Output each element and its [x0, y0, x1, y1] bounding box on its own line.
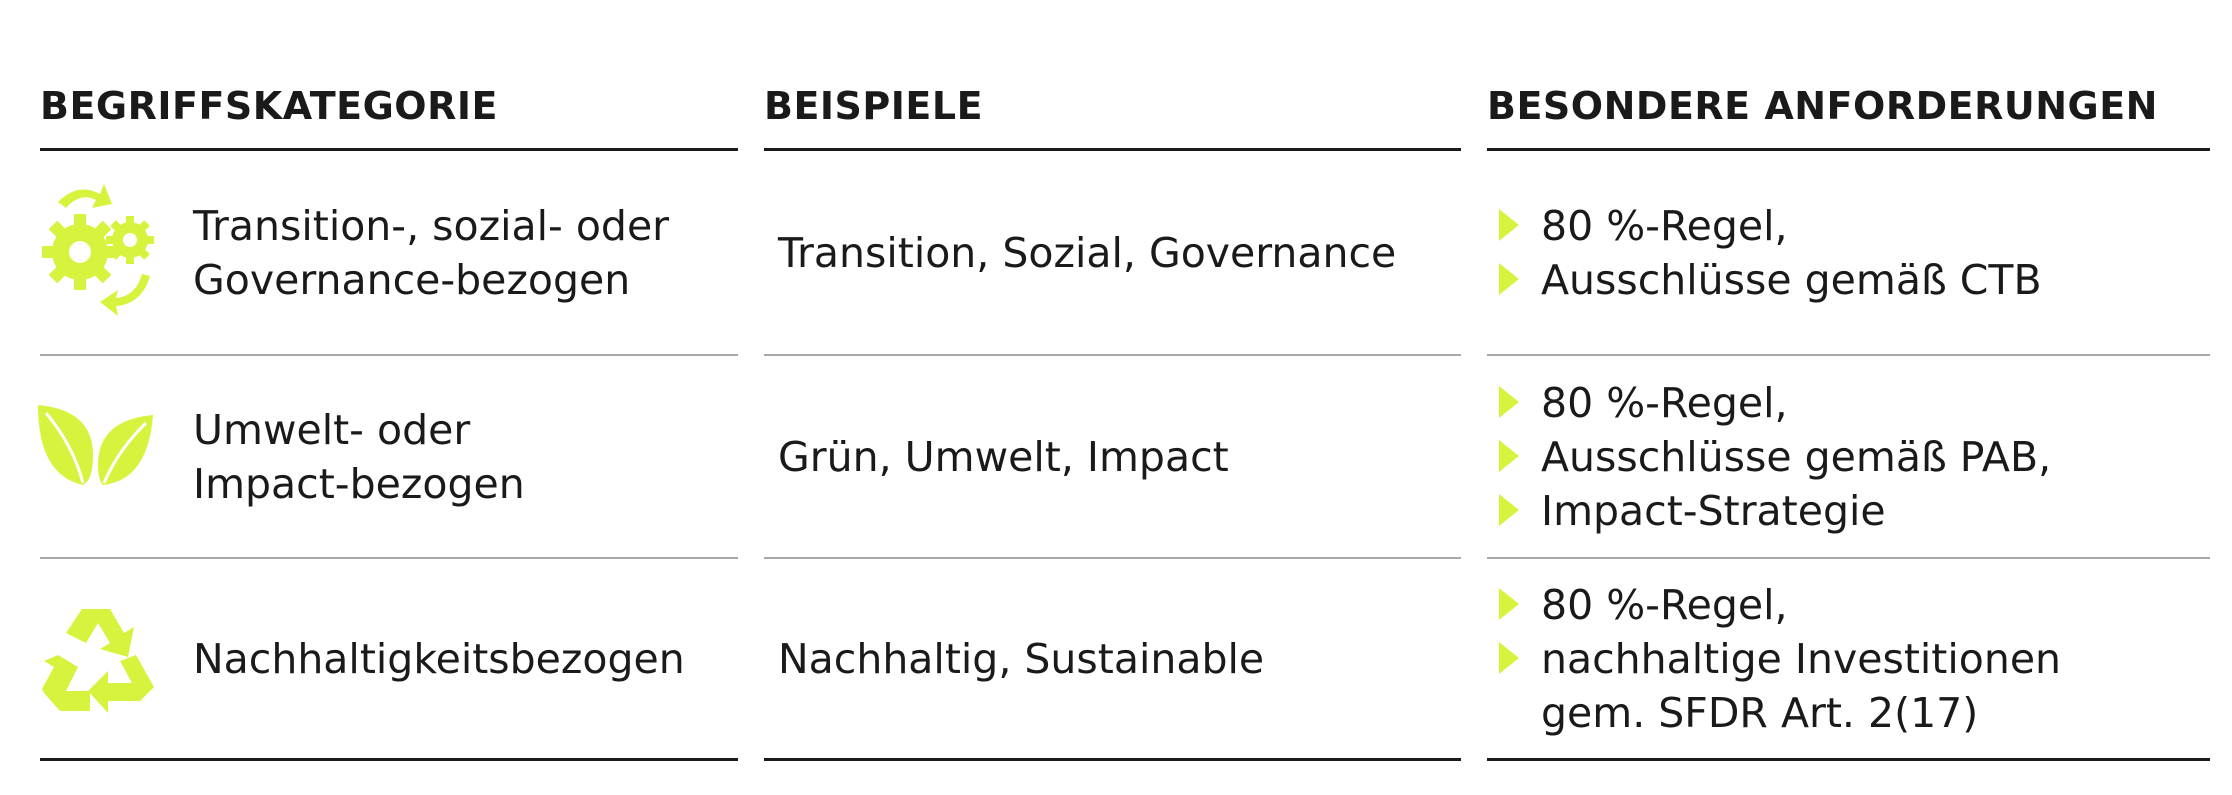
- requirement-item: Impact-Strategie: [1487, 484, 2210, 538]
- examples-text: Grün, Umwelt, Impact: [778, 432, 1229, 481]
- bullet-arrow: [1499, 493, 1519, 526]
- bullet-arrow: [1499, 587, 1519, 620]
- category-cell: Umwelt- oder Impact-bezogen: [193, 359, 738, 554]
- gears-icon: [42, 184, 154, 316]
- row-separator: [40, 354, 738, 356]
- category-line: Umwelt- oder: [193, 405, 471, 454]
- column-header: BESONDERE ANFORDERUNGEN: [1487, 84, 2158, 128]
- requirement-item: 80 %-Regel,: [1487, 376, 2210, 430]
- requirement-line: 80 %-Regel,: [1541, 580, 1788, 629]
- requirement-item: nachhaltige Investitionen gem. SFDR Art. …: [1487, 632, 2210, 740]
- category-line: Nachhaltigkeitsbezogen: [193, 634, 685, 683]
- bottom-rule: [1487, 758, 2210, 761]
- requirement-line: Ausschlüsse gemäß CTB: [1541, 255, 2042, 304]
- row-separator: [764, 354, 1461, 356]
- row-separator: [1487, 354, 2210, 356]
- column-header: BEISPIELE: [764, 84, 984, 128]
- category-cell: Nachhaltigkeitsbezogen: [193, 562, 738, 755]
- category-line: Transition-, sozial- oder: [193, 201, 670, 250]
- requirement-item: 80 %-Regel,: [1487, 578, 2210, 632]
- requirement-item: 80 %-Regel,: [1487, 199, 2210, 253]
- examples-cell: Grün, Umwelt, Impact: [778, 359, 1461, 554]
- examples-cell: Transition, Sozial, Governance: [778, 154, 1461, 351]
- requirement-line: nachhaltige Investitionen: [1541, 634, 2062, 683]
- requirements-cell: 80 %-Regel, Ausschlüsse gemäß CTB: [1487, 154, 2210, 351]
- category-line: Impact-bezogen: [193, 459, 525, 508]
- bullet-arrow: [1499, 208, 1519, 241]
- examples-text: Nachhaltig, Sustainable: [778, 634, 1265, 683]
- recycle-icon: [42, 609, 154, 713]
- examples-text: Transition, Sozial, Governance: [778, 228, 1397, 277]
- bullet-arrow: [1499, 439, 1519, 472]
- leaves-icon: [38, 405, 153, 485]
- bottom-rule: [40, 758, 738, 761]
- header-rule: [1487, 148, 2210, 151]
- category-cell: Transition-, sozial- oder Governance-bezo…: [193, 154, 738, 351]
- requirements-cell: 80 %-Regel, nachhaltige Investitionen gem.…: [1487, 562, 2210, 755]
- row-separator: [1487, 557, 2210, 559]
- requirement-line: 80 %-Regel,: [1541, 201, 1788, 250]
- requirement-line: 80 %-Regel,: [1541, 378, 1788, 427]
- header-rule: [764, 148, 1461, 151]
- requirement-item: Ausschlüsse gemäß CTB: [1487, 253, 2210, 307]
- header-rule: [40, 148, 738, 151]
- category-line: Governance-bezogen: [193, 255, 631, 304]
- bullet-arrow: [1499, 641, 1519, 674]
- column-header: BEGRIFFSKATEGORIE: [40, 84, 498, 128]
- requirement-line: Ausschlüsse gemäß PAB,: [1541, 432, 2052, 481]
- requirement-line: gem. SFDR Art. 2(17): [1541, 688, 1979, 737]
- requirements-cell: 80 %-Regel, Ausschlüsse gemäß PAB, Impact-…: [1487, 359, 2210, 554]
- requirement-line: Impact-Strategie: [1541, 486, 1886, 535]
- bullet-arrow: [1499, 262, 1519, 295]
- requirement-item: Ausschlüsse gemäß PAB,: [1487, 430, 2210, 484]
- bottom-rule: [764, 758, 1461, 761]
- examples-cell: Nachhaltig, Sustainable: [778, 562, 1461, 755]
- row-separator: [764, 557, 1461, 559]
- row-separator: [40, 557, 738, 559]
- bullet-arrow: [1499, 385, 1519, 418]
